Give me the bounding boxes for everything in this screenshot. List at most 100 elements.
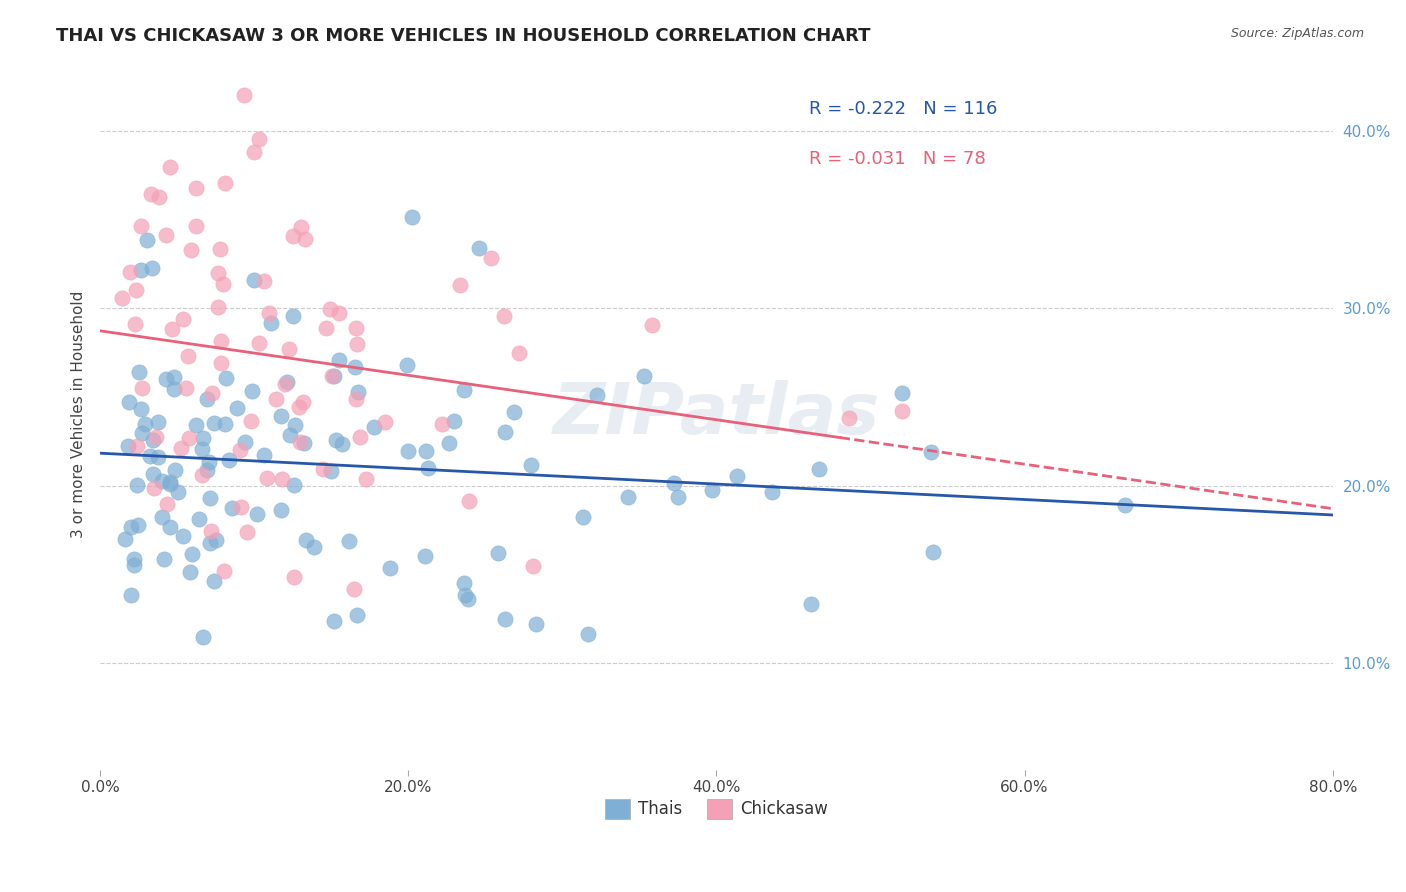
Point bbox=[270, 503, 292, 517]
Point bbox=[344, 320, 367, 334]
Point bbox=[378, 561, 401, 575]
Point bbox=[325, 433, 347, 447]
Point bbox=[467, 241, 489, 255]
Point bbox=[270, 472, 292, 486]
Point bbox=[155, 372, 177, 386]
Point bbox=[186, 219, 208, 233]
Point bbox=[524, 616, 547, 631]
Text: THAI VS CHICKASAW 3 OR MORE VEHICLES IN HOUSEHOLD CORRELATION CHART: THAI VS CHICKASAW 3 OR MORE VEHICLES IN … bbox=[56, 27, 870, 45]
Y-axis label: 3 or more Vehicles in Household: 3 or more Vehicles in Household bbox=[72, 291, 86, 539]
Point bbox=[725, 468, 748, 483]
Point bbox=[291, 395, 314, 409]
Point bbox=[152, 510, 174, 524]
Point bbox=[274, 377, 297, 392]
Point bbox=[159, 475, 181, 489]
Point bbox=[191, 630, 214, 644]
Legend: Thais, Chickasaw: Thais, Chickasaw bbox=[598, 792, 835, 826]
Point bbox=[576, 626, 599, 640]
Point bbox=[702, 483, 724, 497]
Point bbox=[155, 227, 177, 242]
Point bbox=[337, 534, 360, 549]
Point bbox=[221, 500, 243, 515]
Point bbox=[200, 524, 222, 538]
Point bbox=[284, 418, 307, 433]
Point bbox=[195, 392, 218, 406]
Point bbox=[343, 582, 366, 597]
Point bbox=[319, 464, 342, 478]
Point bbox=[122, 551, 145, 566]
Point bbox=[201, 386, 224, 401]
Point bbox=[120, 588, 142, 602]
Point bbox=[1114, 498, 1136, 512]
Point bbox=[214, 417, 236, 431]
Point bbox=[321, 369, 343, 384]
Point bbox=[127, 518, 149, 533]
Point bbox=[344, 359, 367, 374]
Point bbox=[209, 356, 232, 370]
Point bbox=[152, 475, 174, 489]
Point bbox=[239, 414, 262, 428]
Point bbox=[401, 210, 423, 224]
Point bbox=[229, 500, 252, 514]
Point bbox=[292, 435, 315, 450]
Text: ZIPatlas: ZIPatlas bbox=[553, 380, 880, 450]
Point bbox=[761, 484, 783, 499]
Point bbox=[167, 484, 190, 499]
Point bbox=[145, 429, 167, 443]
Point bbox=[449, 277, 471, 292]
Point bbox=[198, 535, 221, 549]
Point bbox=[322, 614, 344, 628]
Point bbox=[243, 273, 266, 287]
Point bbox=[141, 261, 163, 276]
Point bbox=[111, 292, 134, 306]
Point bbox=[257, 305, 280, 319]
Point bbox=[413, 549, 436, 563]
Point bbox=[807, 462, 830, 476]
Point bbox=[124, 317, 146, 331]
Point bbox=[276, 375, 298, 389]
Point bbox=[138, 449, 160, 463]
Point bbox=[662, 475, 685, 490]
Point bbox=[416, 461, 439, 475]
Point bbox=[246, 507, 269, 521]
Point bbox=[838, 410, 860, 425]
Point bbox=[163, 463, 186, 477]
Point bbox=[233, 88, 256, 103]
Point bbox=[432, 417, 454, 431]
Point bbox=[233, 435, 256, 450]
Point bbox=[209, 242, 232, 256]
Point bbox=[200, 491, 222, 505]
Point bbox=[122, 558, 145, 572]
Point bbox=[131, 219, 153, 233]
Point bbox=[457, 592, 479, 607]
Point bbox=[131, 426, 153, 441]
Point bbox=[134, 417, 156, 431]
Point bbox=[344, 392, 367, 406]
Point bbox=[891, 404, 914, 418]
Point bbox=[799, 597, 821, 611]
Point bbox=[128, 365, 150, 379]
Point bbox=[125, 478, 148, 492]
Point bbox=[264, 392, 287, 406]
Point bbox=[616, 490, 638, 504]
Point bbox=[453, 383, 475, 397]
Point bbox=[494, 425, 516, 440]
Point bbox=[170, 441, 193, 455]
Point bbox=[328, 352, 350, 367]
Point bbox=[191, 442, 214, 456]
Point bbox=[211, 277, 233, 292]
Point bbox=[290, 219, 312, 234]
Point bbox=[922, 545, 945, 559]
Point bbox=[492, 309, 515, 323]
Point bbox=[247, 336, 270, 351]
Point bbox=[315, 321, 337, 335]
Point bbox=[191, 431, 214, 445]
Point bbox=[179, 565, 201, 579]
Point bbox=[212, 564, 235, 578]
Point bbox=[129, 263, 152, 277]
Point bbox=[278, 427, 301, 442]
Point bbox=[127, 439, 149, 453]
Point bbox=[346, 607, 368, 622]
Point bbox=[437, 436, 460, 450]
Text: R = -0.031   N = 78: R = -0.031 N = 78 bbox=[808, 150, 986, 168]
